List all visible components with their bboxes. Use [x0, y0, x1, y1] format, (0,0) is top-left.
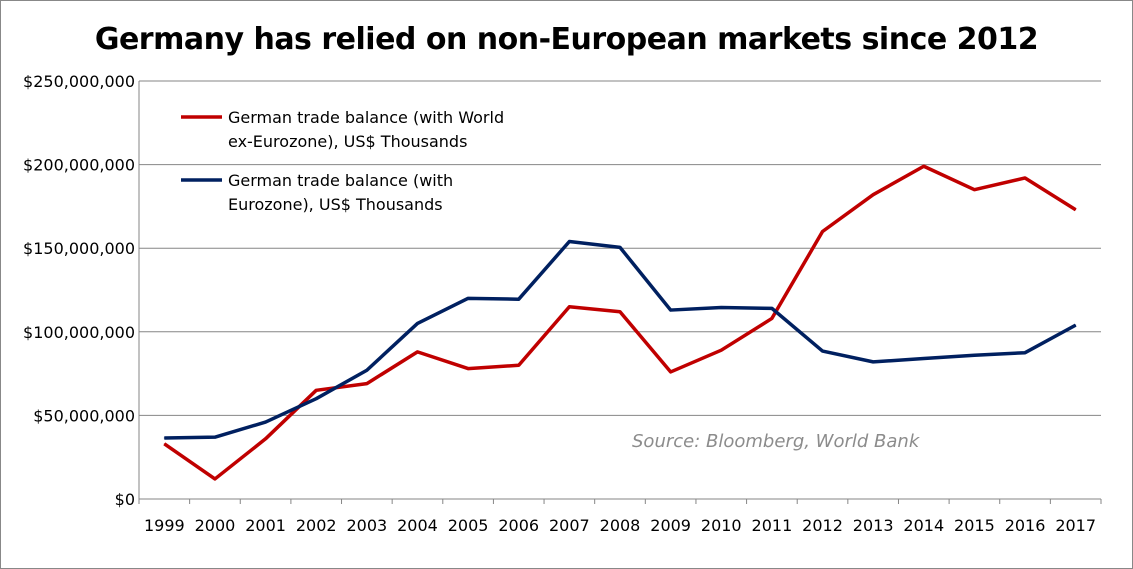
data-point — [518, 298, 520, 300]
x-tick-label: 2001 — [245, 516, 286, 535]
x-tick-label: 2011 — [752, 516, 793, 535]
data-point — [265, 421, 267, 423]
x-tick-label: 2003 — [346, 516, 387, 535]
data-point — [720, 349, 722, 351]
data-point — [771, 307, 773, 309]
data-point — [518, 364, 520, 366]
x-tick-label: 2000 — [195, 516, 236, 535]
x-tick-label: 2008 — [600, 516, 641, 535]
data-point — [214, 478, 216, 480]
data-point — [872, 194, 874, 196]
y-tick-label: $100,000,000 — [23, 323, 135, 342]
data-point — [619, 311, 621, 313]
data-point — [923, 165, 925, 167]
chart-title: Germany has relied on non-European marke… — [94, 22, 1039, 57]
data-point — [771, 317, 773, 319]
y-tick-label: $50,000,000 — [33, 406, 135, 425]
source-annotation: Source: Bloomberg, World Bank — [632, 431, 921, 452]
data-point — [1024, 177, 1026, 179]
x-tick-label: 2013 — [853, 516, 894, 535]
data-point — [619, 246, 621, 248]
data-point — [366, 383, 368, 385]
data-point — [315, 398, 317, 400]
x-tick-label: 2015 — [954, 516, 995, 535]
x-tick-label: 2004 — [397, 516, 438, 535]
x-tick-label: 2006 — [498, 516, 539, 535]
x-tick-label: 2017 — [1055, 516, 1096, 535]
data-point — [214, 436, 216, 438]
data-point — [1075, 209, 1077, 211]
data-point — [822, 230, 824, 232]
y-tick-label: $0 — [115, 490, 135, 509]
data-point — [670, 371, 672, 373]
data-point — [467, 297, 469, 299]
x-tick-label: 2010 — [701, 516, 742, 535]
y-tick-label: $250,000,000 — [23, 72, 135, 91]
data-point — [416, 322, 418, 324]
data-point — [163, 443, 165, 445]
data-point — [720, 307, 722, 309]
data-point — [265, 438, 267, 440]
data-point — [568, 306, 570, 308]
x-tick-label: 2002 — [296, 516, 337, 535]
data-point — [973, 354, 975, 356]
x-tick-label: 2014 — [903, 516, 944, 535]
x-tick-label: 2009 — [650, 516, 691, 535]
data-point — [1075, 324, 1077, 326]
data-point — [163, 437, 165, 439]
series-line-1 — [164, 239, 1077, 440]
x-tick-label: 2012 — [802, 516, 843, 535]
data-point — [872, 361, 874, 363]
data-point — [1024, 352, 1026, 354]
legend-label: Eurozone), US$ Thousands — [228, 195, 443, 214]
y-tick-label: $150,000,000 — [23, 239, 135, 258]
data-point — [822, 350, 824, 352]
data-point — [923, 358, 925, 360]
data-point — [416, 351, 418, 353]
x-tick-label: 2016 — [1005, 516, 1046, 535]
legend-label: German trade balance (with World — [228, 108, 504, 127]
legend-label: ex-Eurozone), US$ Thousands — [228, 132, 467, 151]
data-point — [315, 389, 317, 391]
data-point — [568, 241, 570, 243]
y-tick-label: $200,000,000 — [23, 156, 135, 175]
data-point — [366, 369, 368, 371]
x-tick-label: 1999 — [144, 516, 185, 535]
data-point — [467, 368, 469, 370]
x-tick-label: 2005 — [448, 516, 489, 535]
x-tick-label: 2007 — [549, 516, 590, 535]
data-point — [670, 309, 672, 311]
data-point — [973, 189, 975, 191]
legend-label: German trade balance (with — [228, 171, 453, 190]
